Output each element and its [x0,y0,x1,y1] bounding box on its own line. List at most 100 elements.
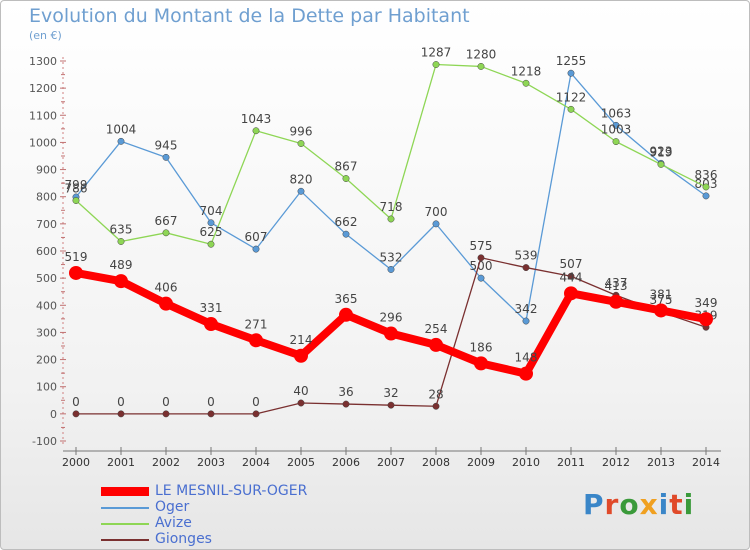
data-label: 0 [72,395,80,409]
data-label: 1004 [106,122,137,136]
chart-unit-label: (en €) [29,29,62,42]
y-tick-label: 0 [50,408,57,421]
data-label: 718 [380,200,403,214]
y-tick-label: 400 [36,299,57,312]
data-label: 635 [110,223,133,237]
data-label: 406 [155,281,178,295]
data-point [477,254,485,262]
data-point [387,266,395,273]
data-point [612,121,620,129]
data-point [429,337,443,352]
x-tick-label: 2004 [242,456,270,469]
data-label: 575 [470,239,493,253]
data-point [567,105,575,113]
logo-letter: i [658,488,670,521]
data-label: 1003 [601,123,632,137]
logo-letter: P [583,488,605,521]
data-point [207,410,215,418]
data-label: 1063 [601,106,632,120]
y-tick-label: 100 [36,381,57,394]
data-point [297,187,305,195]
data-point [384,326,398,341]
data-point [567,272,575,280]
y-tick-label: 600 [36,245,57,258]
data-point [702,192,710,200]
y-tick-label: 1000 [29,136,57,149]
data-label: 996 [290,125,313,139]
data-point [654,303,668,318]
data-label: 700 [425,205,448,219]
data-point [342,230,350,238]
data-label: 331 [200,301,223,315]
y-tick-label: 300 [36,326,57,339]
data-label: 28 [428,387,443,401]
x-tick-label: 2010 [512,456,540,469]
logo-letter: t [669,488,684,521]
data-label: 667 [155,214,178,228]
data-point [117,410,125,418]
logo-letter: r [604,488,620,521]
data-label: 381 [650,287,673,301]
data-label: 607 [245,230,268,244]
x-tick-label: 2006 [332,456,360,469]
legend-label-oger: Oger [155,499,190,515]
y-tick-label: 1200 [29,82,57,95]
data-label: 214 [290,333,313,347]
data-point [702,183,710,191]
logo-letter: i [683,488,695,521]
y-tick-label: 1100 [29,109,57,122]
data-point [207,219,215,227]
data-label: 1122 [556,90,587,104]
x-tick-label: 2011 [557,456,585,469]
data-label: 186 [470,340,493,354]
x-tick-label: 2007 [377,456,405,469]
data-point [252,245,260,253]
data-label: 519 [65,250,88,264]
data-point [522,317,530,325]
y-tick-label: 700 [36,218,57,231]
y-tick-label: 500 [36,272,57,285]
data-label: 799 [65,178,88,192]
data-label: 148 [515,351,538,365]
data-label: 296 [380,311,403,325]
data-point [249,333,263,348]
data-label: 365 [335,292,358,306]
data-label: 923 [650,144,673,158]
data-point [432,220,440,228]
data-point [114,274,128,289]
data-point [117,137,125,145]
data-label: 500 [470,259,493,273]
data-label: 919 [650,145,673,159]
data-label: 437 [605,276,628,290]
data-label: 532 [380,250,403,264]
data-label: 413 [605,279,628,293]
data-label: 444 [560,270,583,284]
y-tick-label: 200 [36,354,57,367]
data-label: 1218 [511,64,542,78]
data-label: 32 [383,386,398,400]
data-label: 662 [335,215,358,229]
data-point [339,307,353,322]
data-point [612,138,620,146]
data-label: 489 [110,258,133,272]
data-point [72,197,80,204]
data-point [204,317,218,332]
data-point [297,140,305,147]
data-label: 349 [695,296,718,310]
data-point [477,62,485,70]
data-label: 375 [650,293,673,307]
y-tick-label: 1300 [29,55,57,68]
chart-title: Evolution du Montant de la Dette par Hab… [29,5,470,27]
x-tick-label: 2008 [422,456,450,469]
data-point [477,274,485,282]
x-tick-label: 2012 [602,456,630,469]
data-label: 40 [293,384,308,398]
data-point [342,175,350,182]
data-point [252,127,260,135]
y-tick-label: 900 [36,164,57,177]
data-point [162,410,170,418]
data-label: 0 [252,395,260,409]
data-label: 0 [207,395,215,409]
